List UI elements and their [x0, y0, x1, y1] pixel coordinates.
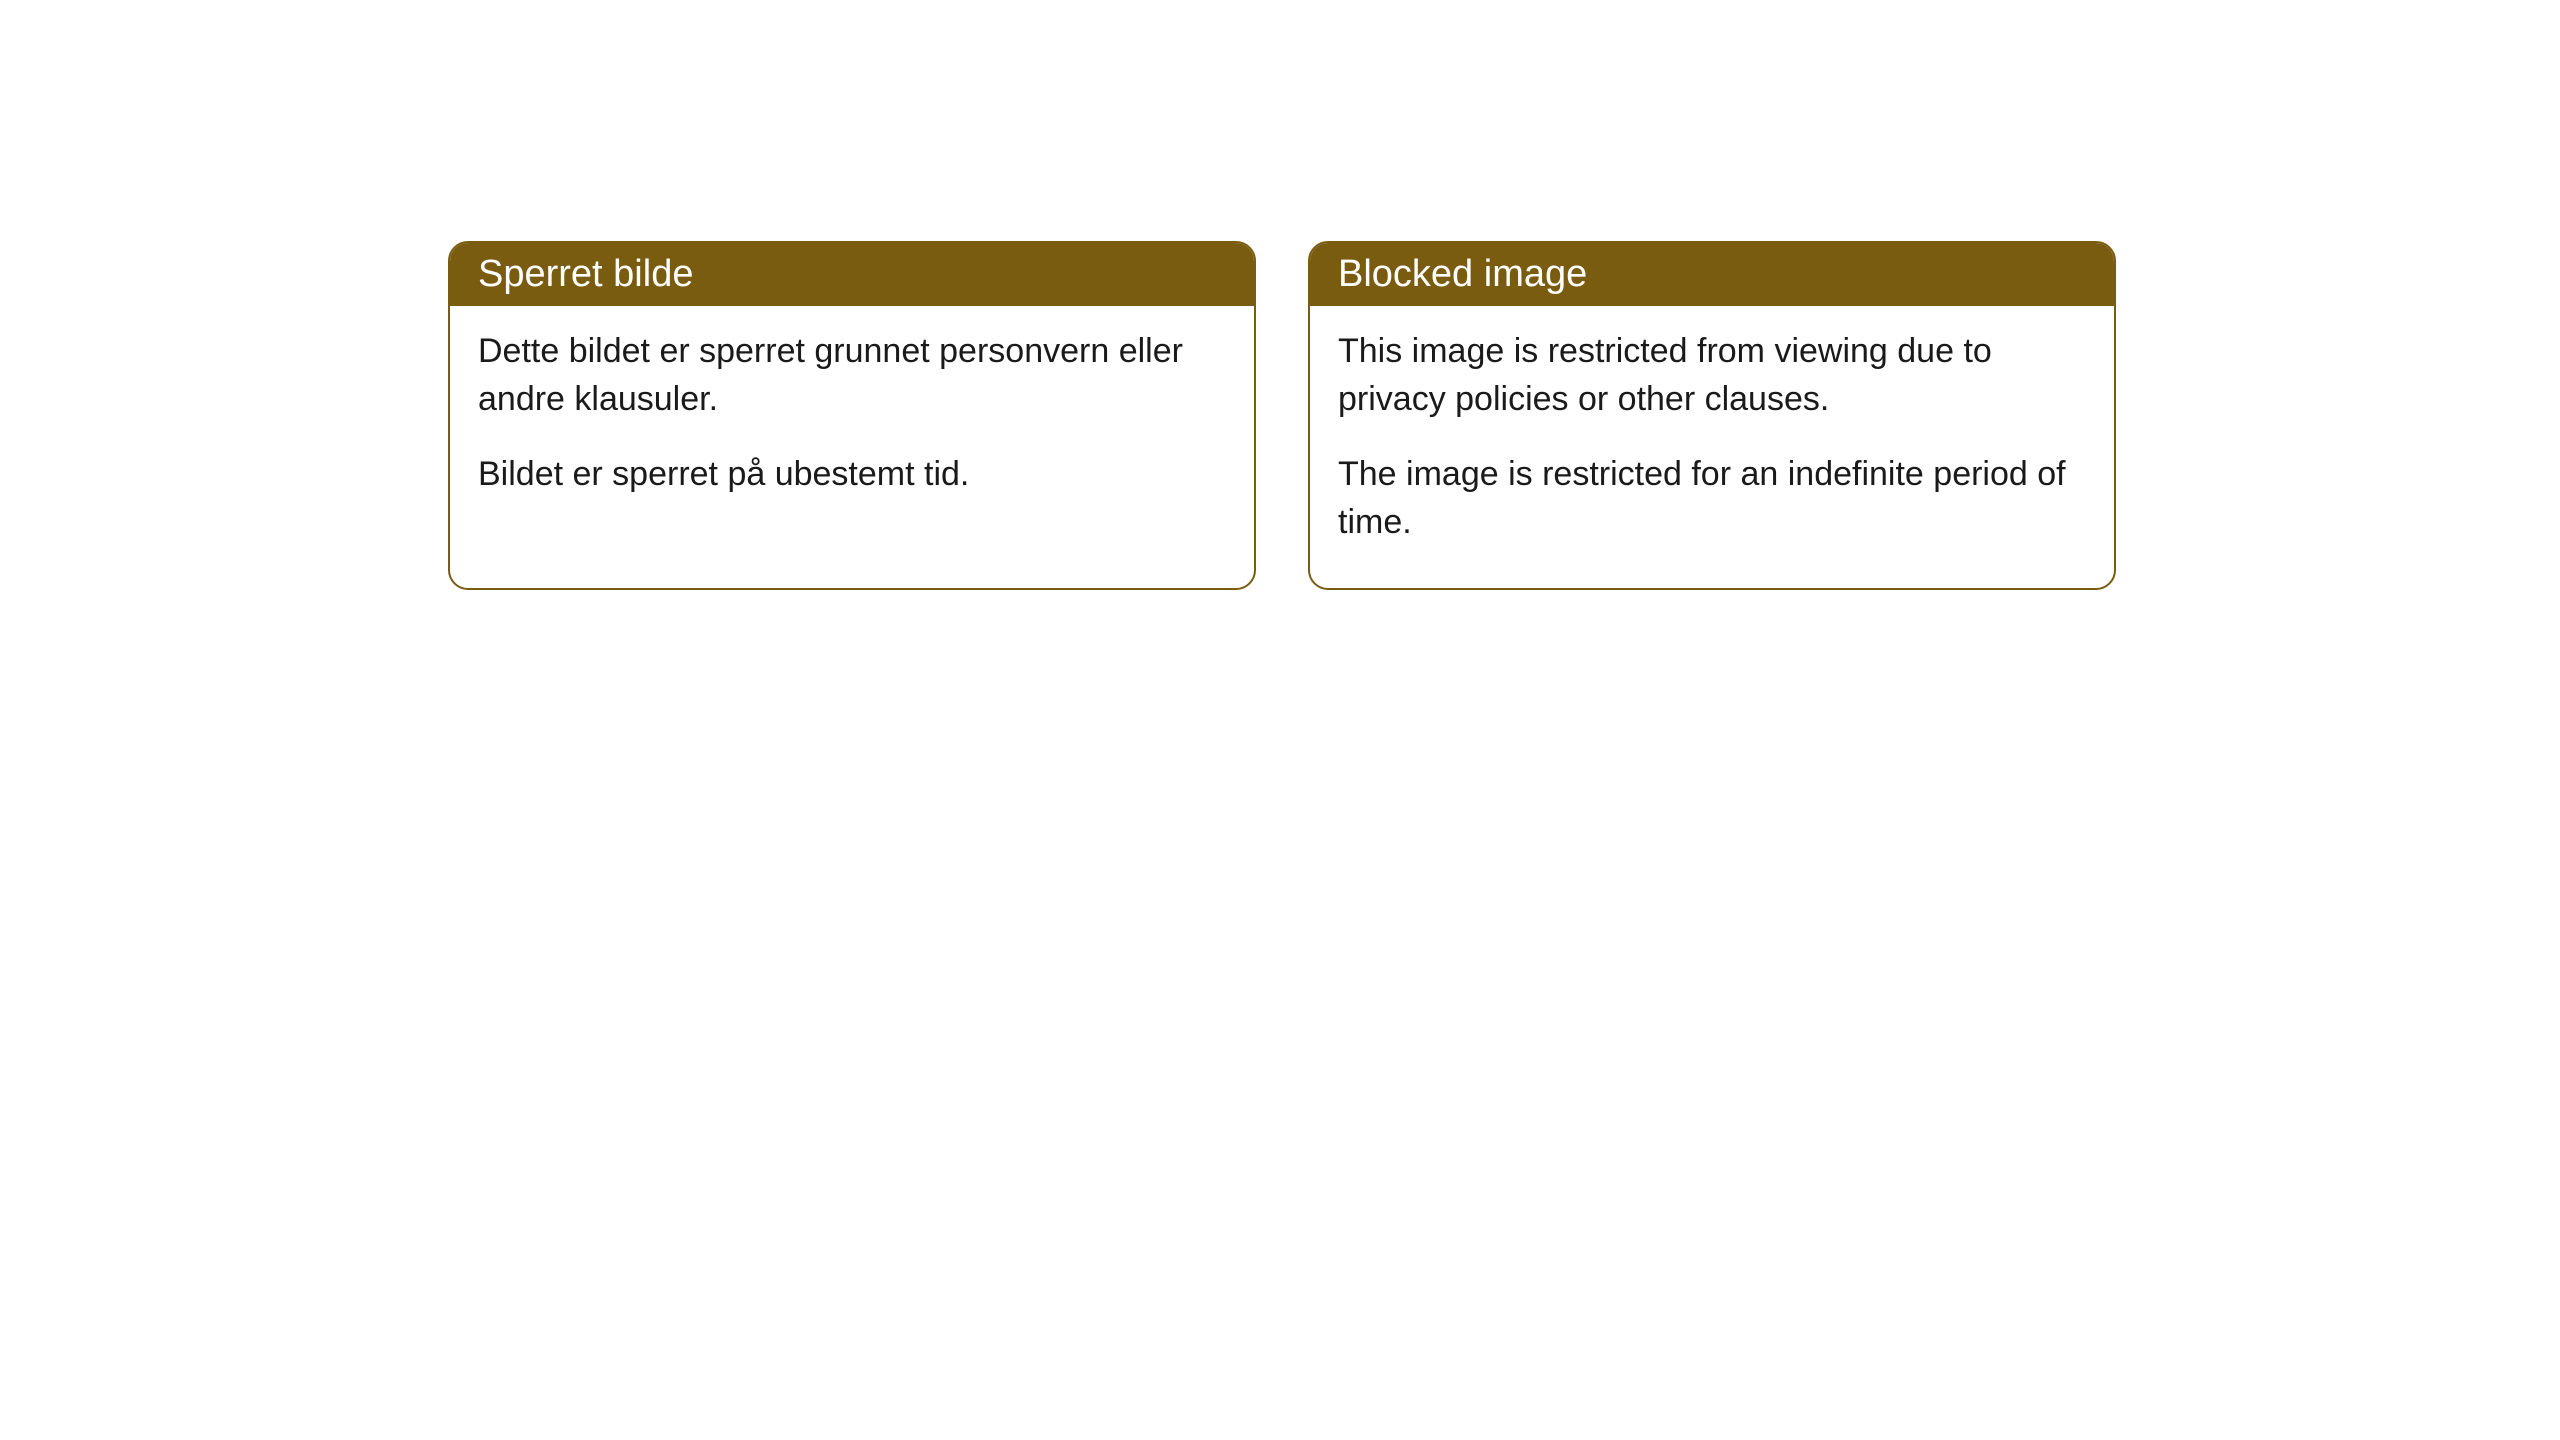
card-title: Sperret bilde	[478, 253, 693, 295]
card-header: Blocked image	[1310, 243, 2114, 306]
card-body: Dette bildet er sperret grunnet personve…	[450, 306, 1254, 541]
notice-card-norwegian: Sperret bilde Dette bildet er sperret gr…	[448, 241, 1256, 590]
notice-card-english: Blocked image This image is restricted f…	[1308, 241, 2116, 590]
card-paragraph: Dette bildet er sperret grunnet personve…	[478, 328, 1226, 423]
card-header: Sperret bilde	[450, 243, 1254, 306]
card-title: Blocked image	[1338, 253, 1587, 295]
card-paragraph: Bildet er sperret på ubestemt tid.	[478, 451, 1226, 499]
card-paragraph: This image is restricted from viewing du…	[1338, 328, 2086, 423]
notice-cards-container: Sperret bilde Dette bildet er sperret gr…	[448, 241, 2116, 590]
card-paragraph: The image is restricted for an indefinit…	[1338, 451, 2086, 546]
card-body: This image is restricted from viewing du…	[1310, 306, 2114, 588]
